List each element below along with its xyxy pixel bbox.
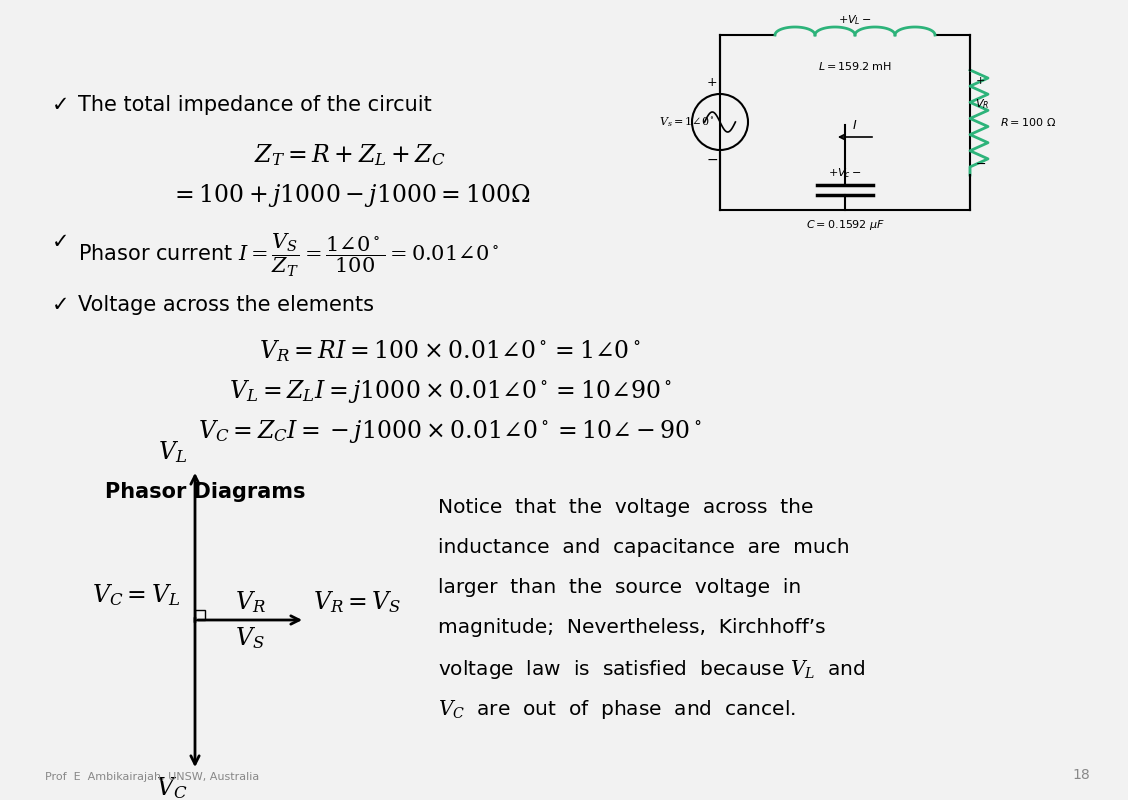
Text: $-$: $-$ (975, 157, 986, 170)
Text: $+ V_L -$: $+ V_L -$ (838, 14, 872, 27)
Text: $V_S$: $V_S$ (236, 625, 265, 651)
Text: $V_L$: $V_L$ (158, 439, 187, 465)
Text: Notice  that  the  voltage  across  the: Notice that the voltage across the (438, 498, 813, 517)
Text: voltage  law  is  satisfied  because $V_L$  and: voltage law is satisfied because $V_L$ a… (438, 658, 865, 681)
Text: $+ V_c -$: $+ V_c -$ (828, 166, 862, 180)
Text: Voltage across the elements: Voltage across the elements (78, 295, 374, 315)
Text: Phasor Diagrams: Phasor Diagrams (105, 482, 306, 502)
Text: ✓: ✓ (52, 95, 70, 115)
Bar (195, 610, 205, 620)
Text: The total impedance of the circuit: The total impedance of the circuit (78, 95, 432, 115)
Text: 18: 18 (1073, 768, 1090, 782)
Text: $I$: $I$ (853, 119, 857, 132)
Text: inductance  and  capacitance  are  much: inductance and capacitance are much (438, 538, 849, 557)
Text: $V_C = V_L$: $V_C = V_L$ (91, 582, 180, 608)
Text: Phasor current $I = \dfrac{V_S}{Z_T} = \dfrac{1\angle 0^\circ}{100} = 0.01\angle: Phasor current $I = \dfrac{V_S}{Z_T} = \… (78, 232, 499, 279)
Text: $V_C$: $V_C$ (156, 775, 187, 800)
Text: $V_C$  are  out  of  phase  and  cancel.: $V_C$ are out of phase and cancel. (438, 698, 796, 721)
Text: Prof  E  Ambikairajah, UNSW, Australia: Prof E Ambikairajah, UNSW, Australia (45, 772, 259, 782)
Text: $V_s = 1\angle 0^\circ$: $V_s = 1\angle 0^\circ$ (659, 115, 715, 129)
Text: ✓: ✓ (52, 295, 70, 315)
Text: $+$: $+$ (706, 76, 717, 89)
Text: $L = 159.2$ mH: $L = 159.2$ mH (818, 60, 892, 72)
Text: larger  than  the  source  voltage  in: larger than the source voltage in (438, 578, 801, 597)
Text: magnitude;  Nevertheless,  Kirchhoff’s: magnitude; Nevertheless, Kirchhoff’s (438, 618, 826, 637)
Text: $V_R = RI = 100 \times 0.01\angle 0^\circ = 1\angle 0^\circ$: $V_R = RI = 100 \times 0.01\angle 0^\cir… (259, 338, 641, 364)
Text: ✓: ✓ (52, 232, 70, 252)
Text: $= 100 + j1000 - j1000 = 100\Omega$: $= 100 + j1000 - j1000 = 100\Omega$ (170, 182, 530, 209)
Text: $V_R$: $V_R$ (975, 98, 989, 111)
Text: $V_C = Z_C I = -j1000 \times 0.01\angle 0^\circ = 10\angle - 90^\circ$: $V_C = Z_C I = -j1000 \times 0.01\angle … (199, 418, 702, 445)
Text: $V_L = Z_L I = j1000 \times 0.01\angle 0^\circ = 10\angle 90^\circ$: $V_L = Z_L I = j1000 \times 0.01\angle 0… (229, 378, 671, 405)
Text: $V_R$: $V_R$ (235, 589, 265, 615)
Text: $Z_T = R + Z_L + Z_C$: $Z_T = R + Z_L + Z_C$ (254, 142, 446, 168)
Text: $+$: $+$ (975, 75, 985, 86)
Text: $C = 0.1592\ \mu F$: $C = 0.1592\ \mu F$ (805, 218, 884, 232)
Text: $R = 100\ \Omega$: $R = 100\ \Omega$ (1001, 117, 1056, 129)
Text: $V_R = V_S$: $V_R = V_S$ (312, 589, 402, 615)
Text: $-$: $-$ (706, 152, 719, 166)
